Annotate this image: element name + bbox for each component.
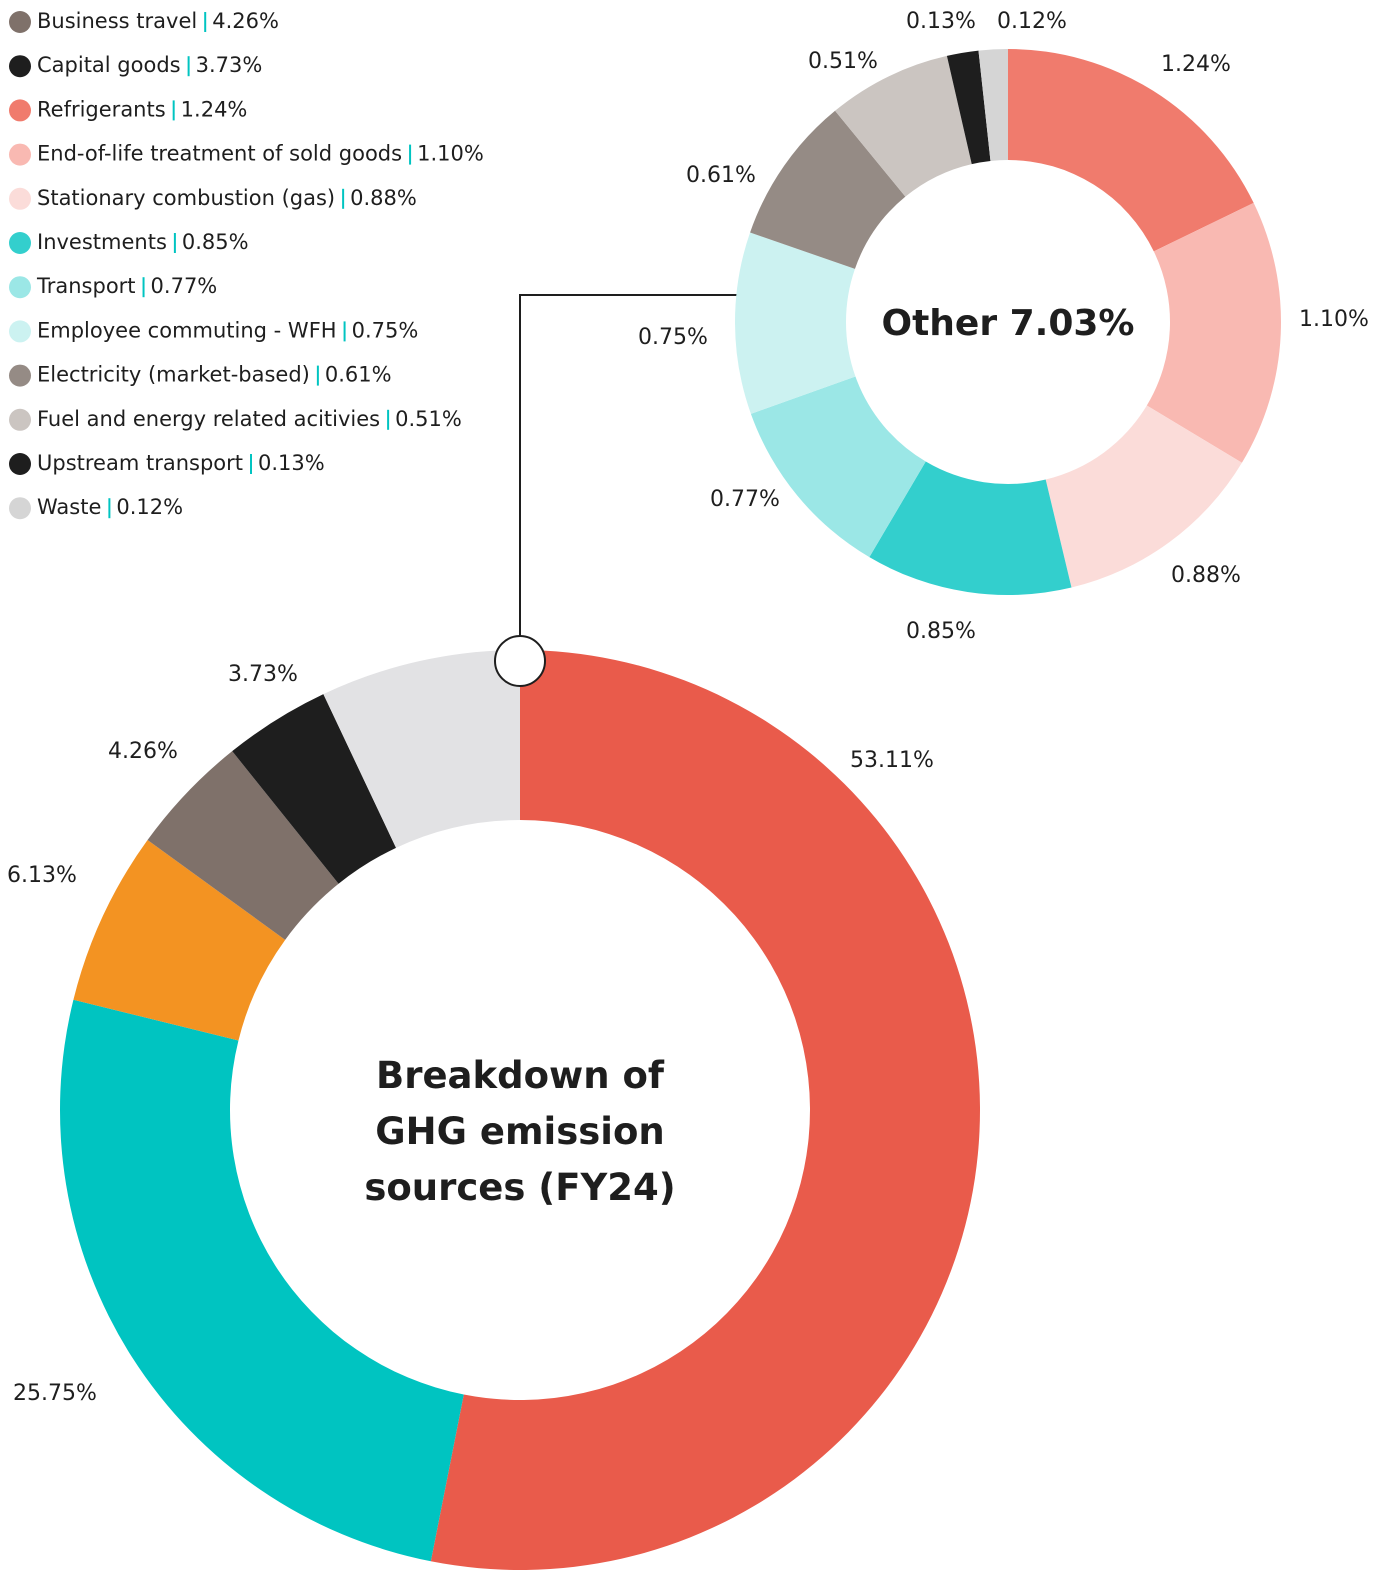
legend-label: Business travel bbox=[37, 9, 197, 33]
legend-swatch bbox=[9, 11, 31, 33]
donut-segment bbox=[978, 49, 1008, 161]
donut-segment bbox=[750, 110, 906, 269]
legend-swatch bbox=[9, 320, 31, 343]
legend-value: 0.88% bbox=[350, 186, 417, 210]
data-label: 25.75% bbox=[13, 1381, 97, 1406]
donut-segment bbox=[835, 55, 972, 197]
donut-segment bbox=[946, 50, 991, 165]
legend-swatch bbox=[9, 99, 31, 122]
donut-segment bbox=[1146, 202, 1281, 463]
legend-value: 0.85% bbox=[182, 230, 249, 254]
data-label: 0.13% bbox=[906, 9, 976, 34]
legend-value: 0.77% bbox=[151, 274, 218, 298]
legend-value: 0.61% bbox=[325, 363, 392, 387]
legend-value: 0.13% bbox=[258, 451, 325, 475]
data-label: 6.13% bbox=[7, 863, 77, 888]
data-label: 0.12% bbox=[997, 9, 1067, 34]
legend-label: Electricity (market-based) bbox=[37, 363, 310, 387]
legend-label: Stationary combustion (gas) bbox=[37, 186, 335, 210]
donut-segment bbox=[734, 232, 856, 414]
legend-value: 0.12% bbox=[116, 495, 183, 519]
legend-swatch bbox=[9, 364, 31, 387]
legend-swatch bbox=[9, 232, 31, 254]
donut-segment bbox=[147, 751, 339, 940]
connector bbox=[519, 294, 737, 640]
donut-segment bbox=[1008, 49, 1254, 252]
chart-title: Other 7.03% bbox=[881, 303, 1135, 344]
legend-label: Capital goods bbox=[37, 53, 181, 77]
data-label: 1.24% bbox=[1161, 52, 1231, 77]
donut-segment bbox=[430, 650, 980, 1571]
data-label: 4.26% bbox=[108, 739, 178, 764]
legend-value: 4.26% bbox=[212, 9, 279, 33]
legend-label: Transport bbox=[36, 274, 136, 298]
legend-swatch bbox=[9, 453, 31, 475]
legend-label: Waste bbox=[37, 495, 101, 519]
data-label: 0.88% bbox=[1171, 563, 1241, 588]
data-label: 0.75% bbox=[638, 325, 708, 350]
legend-label: Employee commuting - WFH bbox=[37, 318, 337, 342]
legend-label: Investments bbox=[37, 230, 167, 254]
data-label: 0.61% bbox=[686, 163, 756, 188]
legend-swatch bbox=[9, 497, 31, 520]
chart-title: Breakdown of GHG emission sources (FY24) bbox=[364, 1054, 676, 1209]
donut-segment bbox=[60, 999, 464, 1562]
legend-label: Upstream transport bbox=[37, 451, 243, 475]
legend-value: 0.51% bbox=[395, 407, 462, 431]
legend-swatch bbox=[9, 55, 31, 78]
data-label: 0.51% bbox=[808, 49, 878, 74]
donut-segment bbox=[73, 840, 286, 1041]
data-label: 0.77% bbox=[710, 487, 780, 512]
legend-swatch bbox=[9, 408, 31, 431]
legend-swatch bbox=[9, 143, 31, 166]
legend-label: Fuel and energy related acitivies bbox=[37, 407, 380, 431]
data-label: 1.10% bbox=[1299, 307, 1369, 332]
donut-segment bbox=[750, 376, 926, 558]
data-label: 53.11% bbox=[850, 748, 934, 773]
legend-swatch bbox=[9, 187, 31, 210]
legend-label: Refrigerants bbox=[37, 97, 166, 121]
legend-value: 1.10% bbox=[417, 142, 484, 166]
connector-node bbox=[494, 635, 546, 687]
legend-label: End-of-life treatment of sold goods bbox=[37, 142, 402, 166]
legend-swatch bbox=[9, 276, 31, 299]
data-label: 3.73% bbox=[228, 662, 298, 687]
data-label: 0.85% bbox=[906, 619, 976, 644]
legend-value: 1.24% bbox=[181, 97, 248, 121]
donut-segment bbox=[232, 694, 397, 884]
legend-value: 3.73% bbox=[196, 53, 263, 77]
legend-value: 0.75% bbox=[352, 318, 419, 342]
donut-segment bbox=[869, 461, 1072, 595]
donut-segment bbox=[1045, 405, 1242, 588]
donut-segment bbox=[323, 650, 520, 848]
